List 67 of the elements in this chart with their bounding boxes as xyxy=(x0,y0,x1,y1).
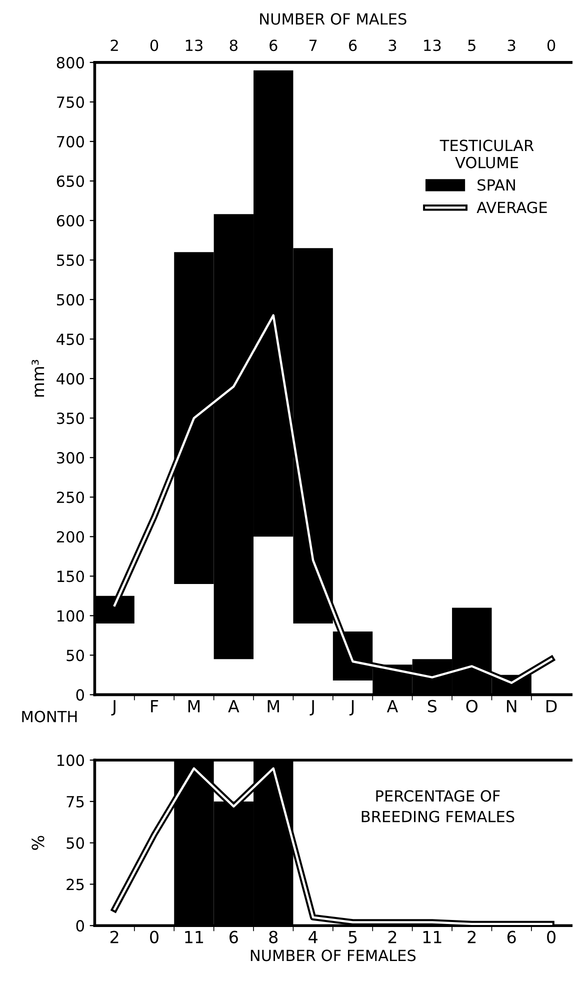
text: 7 xyxy=(309,40,317,51)
x-tick-label: S xyxy=(428,700,437,712)
x-tick-label: 6 xyxy=(507,930,516,944)
x-tick-label: 5 xyxy=(348,930,357,944)
y-tick-label: 100 xyxy=(58,610,84,622)
x-tick-label: 6 xyxy=(230,930,238,944)
y-tick-label: 500 xyxy=(57,294,84,306)
legend-title: TESTICULAR VOLUME xyxy=(440,140,534,168)
x-tick-label: D xyxy=(546,700,557,712)
x2-axis-title: NUMBER OF MALES xyxy=(260,13,406,25)
text: 13 xyxy=(424,40,441,52)
x-tick-label: 0 xyxy=(547,930,556,944)
x-tick-label: M xyxy=(268,700,279,712)
y-tick-label: 650 xyxy=(56,175,84,188)
text: 0 xyxy=(547,40,556,52)
y-tick-label: 450 xyxy=(56,334,84,346)
x-tick-label: O xyxy=(466,700,478,712)
legend-label: AVERAGE xyxy=(476,202,547,214)
y-tick-label: 400 xyxy=(56,373,84,385)
x-tick-label: 8 xyxy=(269,930,278,944)
x-tick-label: 2 xyxy=(468,930,476,944)
y-tick-label: 750 xyxy=(57,96,84,108)
legend-label: SPAN xyxy=(478,179,515,191)
text: PERCENTAGE OF BREEDING FEMALES xyxy=(362,790,514,822)
y-tick-label: 300 xyxy=(56,452,84,464)
y-tick-label: 550 xyxy=(57,254,84,266)
x-tick-label: J xyxy=(310,700,314,716)
y-tick-label: 700 xyxy=(57,136,84,148)
x-tick-label: 2 xyxy=(110,930,118,944)
x-tick-label: N xyxy=(506,700,516,712)
x-tick-label: 0 xyxy=(150,930,158,944)
y-axis-title: % xyxy=(32,836,44,850)
y-tick-label: 0 xyxy=(76,689,84,701)
y-tick-label: 100 xyxy=(58,754,84,766)
text: 0 xyxy=(150,40,158,52)
x-tick-label: 4 xyxy=(308,930,318,944)
x-tick-label: 11 xyxy=(423,930,442,944)
text: 6 xyxy=(348,40,357,52)
y-axis-title: mm³ xyxy=(32,360,44,397)
x-tick-label: J xyxy=(111,700,116,716)
text: 8 xyxy=(230,40,238,52)
x-tick-label: A xyxy=(386,700,398,712)
x-tick-label: M xyxy=(188,700,200,712)
x-tick-label: 2 xyxy=(388,930,396,944)
x-tick-label: 11 xyxy=(185,930,204,944)
text: 6 xyxy=(270,40,278,52)
text: 3 xyxy=(508,40,516,52)
text: 13 xyxy=(186,40,202,52)
y-tick-label: 200 xyxy=(56,531,84,543)
x-axis-title: MONTH xyxy=(22,710,77,722)
y-tick-label: 150 xyxy=(58,570,84,582)
y-tick-label: 600 xyxy=(56,214,84,227)
text: 5 xyxy=(468,40,476,52)
y-tick-label: 50 xyxy=(66,650,84,662)
y-tick-label: 350 xyxy=(56,412,84,424)
x-tick-label: J xyxy=(349,700,354,716)
y-tick-label: 800 xyxy=(56,56,84,68)
text: 2 xyxy=(110,40,118,51)
x-tick-label: F xyxy=(151,700,158,712)
x-tick-label: A xyxy=(228,700,240,712)
x-axis-title: NUMBER OF FEMALES xyxy=(250,950,416,962)
y-tick-label: 75 xyxy=(66,796,84,808)
text: 3 xyxy=(388,40,396,52)
y-tick-label: 0 xyxy=(76,920,84,932)
y-tick-label: 25 xyxy=(66,878,84,890)
y-tick-label: 250 xyxy=(56,492,84,504)
y-tick-label: 50 xyxy=(66,837,84,849)
